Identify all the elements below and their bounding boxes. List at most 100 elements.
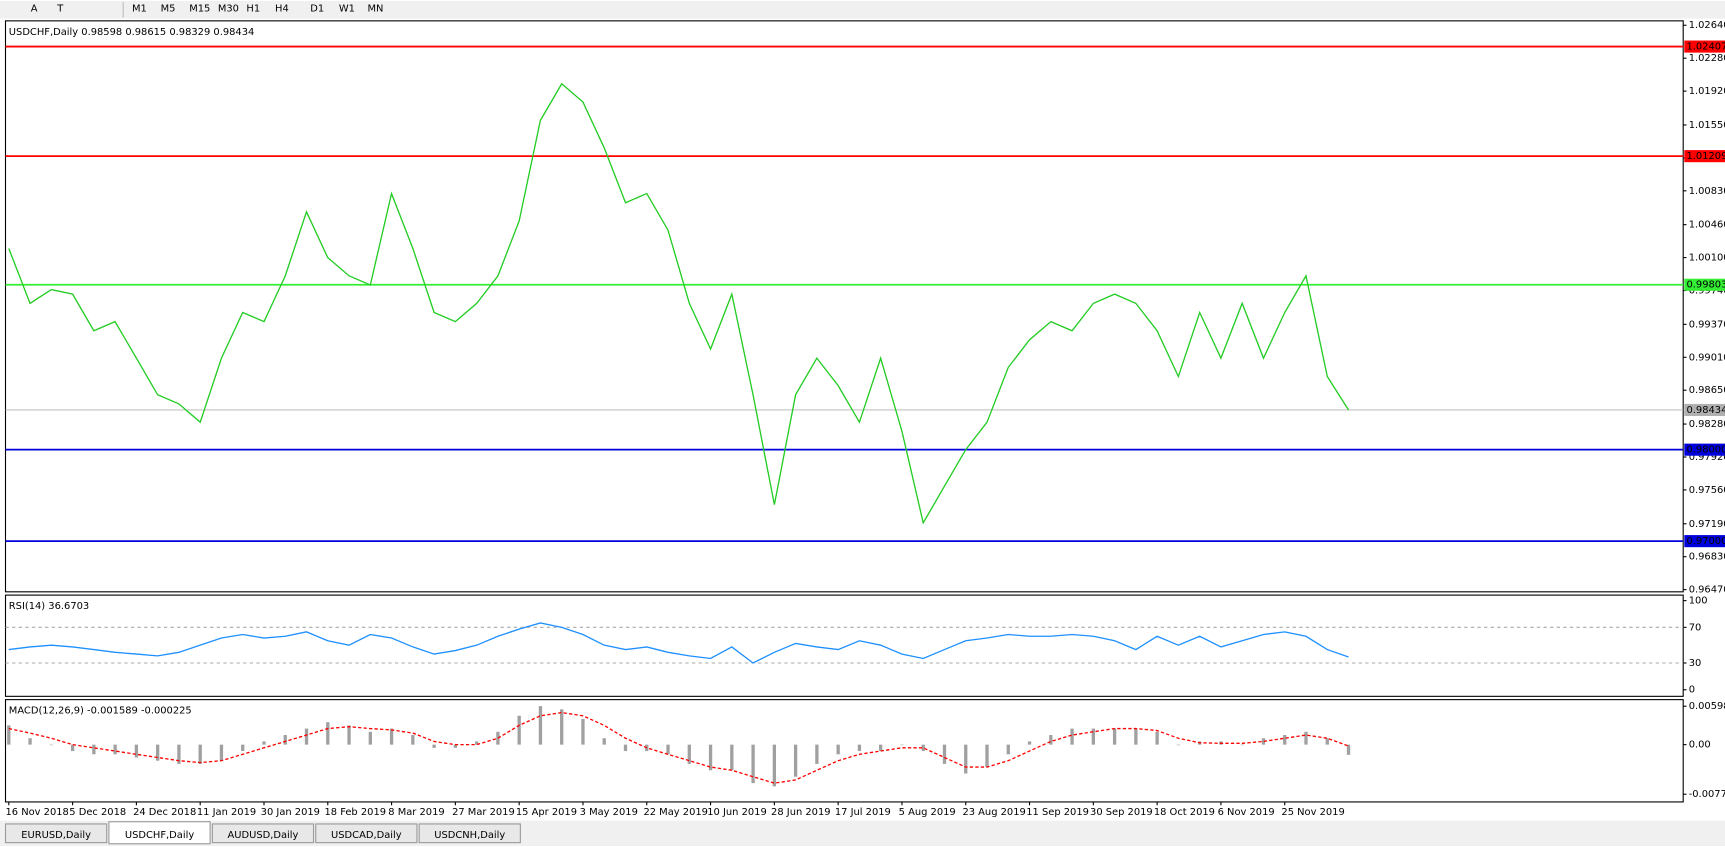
- panel: [4, 20, 1684, 593]
- x-tick-label: 11 Sep 2019: [1026, 807, 1089, 818]
- x-tick-label: 30 Jan 2019: [261, 807, 320, 818]
- x-tick-label: 18 Feb 2019: [324, 807, 386, 818]
- x-tick-label: 5 Dec 2018: [69, 807, 126, 818]
- histogram-bar: [900, 744, 904, 746]
- x-tick-label: 28 Jun 2019: [771, 807, 831, 818]
- histogram-bar: [708, 744, 713, 771]
- panel: [4, 699, 1684, 803]
- histogram-bar: [815, 744, 819, 764]
- histogram-bar: [1346, 744, 1351, 755]
- histogram-bar: [1006, 744, 1010, 755]
- histogram-bar: [283, 735, 287, 745]
- y-tick-label: 0.96470: [1689, 585, 1725, 596]
- period-button[interactable]: M1: [132, 4, 147, 15]
- tool-button[interactable]: A: [31, 4, 38, 15]
- histogram-bar: [198, 744, 202, 764]
- histogram-bar: [304, 728, 309, 745]
- series-line: [8, 711, 1349, 784]
- period-button[interactable]: D1: [310, 4, 324, 15]
- histogram-bar: [942, 744, 947, 764]
- tab-label[interactable]: EURUSD,Daily: [21, 830, 91, 841]
- tab-label[interactable]: AUDUSD,Daily: [227, 830, 298, 841]
- histogram-bar: [772, 744, 777, 787]
- x-tick-label: 16 Nov 2018: [6, 807, 69, 818]
- period-button[interactable]: H4: [275, 4, 289, 15]
- x-tick-label: 27 Mar 2019: [452, 807, 515, 818]
- toolbar: [0, 1, 1725, 19]
- histogram-bar: [517, 715, 521, 745]
- period-button[interactable]: M30: [218, 4, 239, 15]
- level-label-box: [1684, 40, 1725, 53]
- x-tick-label: 30 Sep 2019: [1090, 807, 1153, 818]
- histogram-bar: [1283, 735, 1287, 745]
- y-tick-label: -0.00773: [1689, 789, 1725, 800]
- histogram-bar: [730, 744, 734, 771]
- level-label: 1.01209: [1686, 151, 1725, 162]
- panel-title: USDCHF,Daily 0.98598 0.98615 0.98329 0.9…: [9, 27, 255, 38]
- histogram-bar: [177, 744, 181, 764]
- tab[interactable]: [418, 823, 521, 844]
- tool-button[interactable]: T: [56, 4, 64, 15]
- histogram-bar: [432, 744, 436, 748]
- histogram-bar: [985, 744, 989, 768]
- tab[interactable]: [108, 821, 211, 845]
- y-tick-label: 1.02640: [1689, 20, 1725, 31]
- histogram-bar: [1027, 741, 1032, 745]
- y-tick-label: 0.005986: [1689, 701, 1725, 712]
- histogram-bar: [70, 744, 75, 752]
- histogram-bar: [92, 744, 96, 755]
- level-label: 0.97000: [1686, 536, 1725, 547]
- histogram-bar: [751, 744, 755, 784]
- level-label-box: [1684, 150, 1725, 163]
- x-tick-label: 18 Oct 2019: [1154, 807, 1215, 818]
- x-tick-label: 25 Nov 2019: [1281, 807, 1344, 818]
- y-tick-label: 30: [1689, 658, 1702, 669]
- histogram-bar: [581, 718, 585, 745]
- histogram-bar: [793, 744, 798, 777]
- period-button[interactable]: H1: [246, 4, 260, 15]
- histogram-bar: [134, 744, 139, 758]
- level-label: 0.98434: [1686, 405, 1725, 416]
- y-tick-label: 70: [1689, 622, 1702, 633]
- tab[interactable]: [4, 823, 108, 844]
- period-button[interactable]: MN: [367, 4, 383, 15]
- y-tick-label: 0: [1689, 685, 1695, 696]
- histogram-bar: [474, 741, 479, 745]
- histogram-bar: [347, 725, 351, 745]
- x-tick-label: 22 May 2019: [643, 807, 708, 818]
- period-button[interactable]: M15: [189, 4, 210, 15]
- histogram-bar: [857, 744, 862, 752]
- period-button[interactable]: W1: [339, 4, 355, 15]
- histogram-bar: [453, 744, 458, 748]
- x-tick-label: 17 Jul 2019: [835, 807, 891, 818]
- histogram-bar: [623, 744, 628, 752]
- histogram-bar: [1325, 738, 1329, 745]
- level-label-box: [1684, 278, 1725, 291]
- y-tick-label: 0.00: [1689, 740, 1711, 751]
- histogram-bar: [28, 738, 32, 745]
- period-button[interactable]: M5: [161, 4, 176, 15]
- histogram-bar: [964, 744, 968, 774]
- histogram-bar: [49, 744, 53, 746]
- tab[interactable]: [211, 823, 315, 844]
- histogram-bar: [666, 744, 670, 755]
- tab-label[interactable]: USDCNH,Daily: [434, 830, 505, 841]
- y-tick-label: 1.00460: [1689, 220, 1725, 231]
- y-tick-label: 1.01920: [1689, 86, 1725, 97]
- series-line: [8, 622, 1349, 664]
- histogram-bar: [496, 731, 500, 745]
- histogram-bar: [7, 725, 11, 745]
- histogram-bar: [1091, 728, 1095, 745]
- tab-label[interactable]: USDCHF,Daily: [125, 830, 194, 841]
- histogram-bar: [921, 744, 925, 752]
- tab-label[interactable]: USDCAD,Daily: [331, 830, 402, 841]
- tab[interactable]: [315, 823, 418, 844]
- y-tick-label: 1.01550: [1689, 120, 1725, 131]
- level-label: 1.02407: [1686, 42, 1725, 53]
